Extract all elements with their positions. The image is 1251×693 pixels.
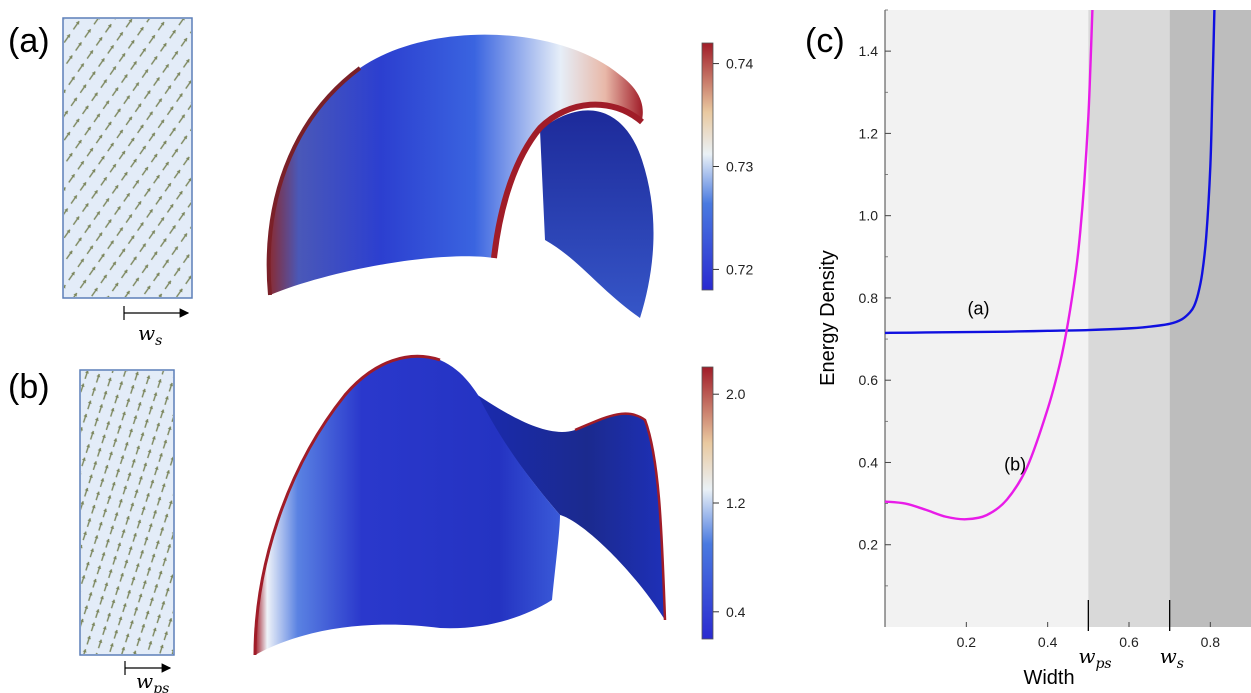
panel-label-b: (b) <box>8 368 50 406</box>
x-axis-title: Width <box>1023 667 1074 689</box>
width-marker-label-1: ws <box>1160 644 1184 672</box>
inset-b: wps <box>79 369 175 693</box>
colorbar-a-tick-label-2: 0.72 <box>726 261 753 277</box>
surface-a <box>266 34 654 318</box>
energy-chart: 0.2 0.4 0.6 0.8 1.0 1.2 1.4 0.2 0.4 0.6 0.8 wps ws (a… <box>859 9 1251 672</box>
colorbar-b-tick-label-2: 0.4 <box>726 604 746 620</box>
x-tick-label-3: 0.8 <box>1201 634 1221 650</box>
panel-label-c: (c) <box>805 22 845 60</box>
inset-b-arrows <box>81 371 173 654</box>
inset-a-width-label: ws <box>138 321 162 349</box>
x-tick-label-2: 0.6 <box>1119 634 1139 650</box>
colorbar-a: 0.74 0.73 0.72 <box>701 42 753 291</box>
colorbar-a-tick-label-1: 0.73 <box>726 159 753 175</box>
y-tick-label-2: 0.6 <box>859 372 879 388</box>
colorbar-a-tick-label-0: 0.74 <box>726 56 753 72</box>
surface-b-back <box>470 390 665 620</box>
x-tick-label-0: 0.2 <box>957 634 977 650</box>
y-tick-label-0: 0.2 <box>859 537 879 553</box>
surface-b-rim <box>253 354 441 656</box>
surface-a-outer <box>268 34 643 295</box>
y-tick-label-1: 0.4 <box>859 454 879 470</box>
surface-a-inner <box>540 110 654 318</box>
y-tick-label-4: 1.0 <box>859 208 879 224</box>
surface-b <box>253 354 667 656</box>
x-tick-label-1: 0.4 <box>1038 634 1058 650</box>
colorbar-b-tick-label-1: 1.2 <box>726 495 746 511</box>
inset-a-arrows <box>64 19 191 297</box>
inset-a: ws <box>62 17 193 349</box>
surface-b-rim-right <box>574 412 667 621</box>
colorbar-a-bar <box>701 42 714 291</box>
panel-label-a: (a) <box>8 22 50 60</box>
width-marker-label-0: wps <box>1078 644 1111 672</box>
shaded-region-0 <box>885 10 1089 627</box>
y-tick-label-3: 0.8 <box>859 290 879 306</box>
surface-b-front <box>255 356 560 655</box>
series-label-1: (b) <box>1004 455 1026 475</box>
shaded-region-1 <box>1088 10 1170 627</box>
series-line-1 <box>884 9 1094 521</box>
inset-b-width-label: wps <box>136 669 169 693</box>
colorbar-b: 2.0 1.2 0.4 <box>701 366 746 640</box>
y-tick-label-6: 1.4 <box>859 43 879 59</box>
series-line-0 <box>884 9 1216 335</box>
y-axis-title: Energy Density <box>817 250 839 386</box>
series-label-0: (a) <box>968 298 990 318</box>
surface-a-edge <box>266 66 362 296</box>
colorbar-b-bar <box>701 366 714 640</box>
surface-a-rim <box>491 101 644 259</box>
y-tick-label-5: 1.2 <box>859 125 879 141</box>
colorbar-b-tick-label-0: 2.0 <box>726 386 746 402</box>
